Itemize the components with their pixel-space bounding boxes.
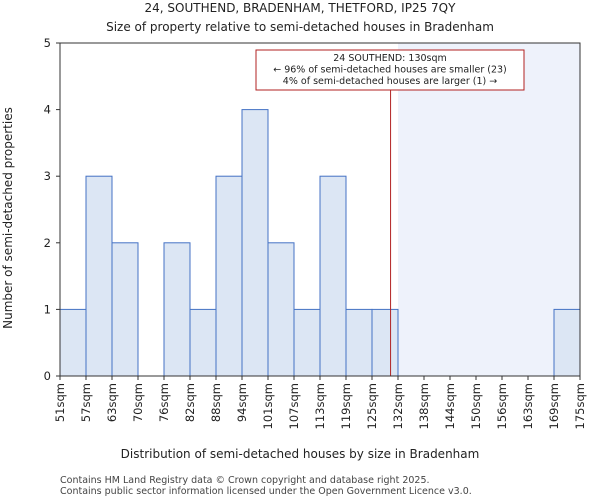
y-tick-label: 4	[44, 103, 51, 117]
y-tick-label: 2	[44, 236, 51, 250]
y-tick-label: 1	[44, 302, 51, 316]
y-axis: 0 1 2 3 4 5	[44, 36, 60, 383]
annotation-line-1: 24 SOUTHEND: 130sqm	[333, 53, 447, 64]
y-tick-label: 3	[44, 169, 51, 183]
bar-101sqm	[267, 242, 295, 377]
bar-119sqm	[345, 308, 373, 377]
x-tick-label: 88sqm	[209, 383, 223, 422]
bar-125sqm	[371, 308, 399, 377]
annotation-line-2: ← 96% of semi-detached houses are smalle…	[273, 65, 507, 76]
bar-82sqm	[189, 308, 217, 377]
x-tick-label: 94sqm	[235, 383, 249, 422]
bar-113sqm	[319, 175, 347, 377]
x-tick-label: 150sqm	[469, 383, 483, 429]
chart-title: 24, SOUTHEND, BRADENHAM, THETFORD, IP25 …	[145, 1, 457, 15]
annotation-line-3: 4% of semi-detached houses are larger (1…	[283, 76, 497, 87]
x-tick-label: 138sqm	[417, 383, 431, 429]
bar-107sqm	[293, 308, 321, 377]
x-tick-label: 169sqm	[547, 383, 561, 429]
chart-subtitle: Size of property relative to semi-detach…	[106, 20, 494, 34]
x-tick-label: 163sqm	[521, 383, 535, 429]
bar-88sqm	[215, 175, 243, 377]
x-tick-label: 132sqm	[391, 383, 405, 429]
y-tick-label: 5	[44, 36, 51, 50]
footer-line-2: Contains public sector information licen…	[60, 486, 472, 497]
x-tick-label: 144sqm	[443, 383, 457, 429]
y-tick-label: 0	[44, 369, 51, 383]
x-tick-label: 101sqm	[261, 383, 275, 429]
bar-63sqm	[111, 242, 139, 377]
x-axis: 51sqm 57sqm 63sqm 70sqm 76sqm 82sqm 88sqm 94sqm…	[53, 376, 587, 429]
annotation: 24 SOUTHEND: 130sqm ← 96% of semi-detach…	[255, 49, 525, 91]
x-axis-label: Distribution of semi-detached houses by …	[121, 447, 480, 461]
footer-line-1: Contains HM Land Registry data © Crown c…	[60, 475, 430, 486]
x-tick-label: 70sqm	[131, 383, 145, 422]
bars-group	[59, 109, 581, 377]
annotation-box	[255, 49, 525, 91]
bar-51sqm	[59, 308, 87, 377]
x-tick-label: 107sqm	[287, 383, 301, 429]
x-tick-label: 63sqm	[105, 383, 119, 422]
x-tick-label: 125sqm	[365, 383, 379, 429]
x-tick-label: 57sqm	[79, 383, 93, 422]
x-tick-label: 113sqm	[313, 383, 327, 429]
highlight-region	[398, 43, 580, 376]
bar-76sqm	[163, 242, 191, 377]
bar-94sqm	[241, 109, 269, 377]
y-axis-label: Number of semi-detached properties	[1, 107, 15, 329]
x-tick-label: 156sqm	[495, 383, 509, 429]
x-tick-label: 76sqm	[157, 383, 171, 422]
x-tick-label: 51sqm	[53, 383, 67, 422]
x-tick-label: 175sqm	[573, 383, 587, 429]
x-tick-label: 82sqm	[183, 383, 197, 422]
bar-169sqm	[553, 308, 581, 377]
bar-57sqm	[85, 175, 113, 377]
x-tick-label: 119sqm	[339, 383, 353, 429]
